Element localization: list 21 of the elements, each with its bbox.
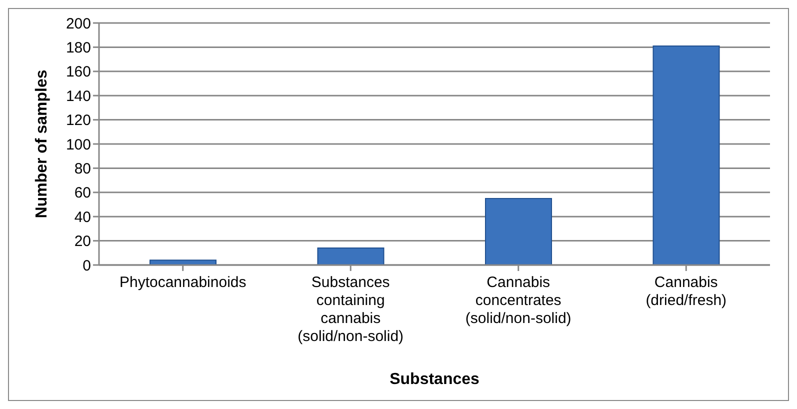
y-tick-label: 80: [74, 160, 91, 178]
y-tick-label: 20: [74, 233, 91, 250]
y-tick-label: 0: [82, 257, 91, 274]
y-tick-label: 60: [74, 184, 91, 202]
y-tick-label: 140: [66, 88, 91, 105]
y-tick-label: 180: [66, 40, 91, 57]
bar: [150, 260, 216, 265]
bar: [652, 45, 720, 265]
y-tick-label: 100: [66, 136, 91, 154]
y-tick-label: 40: [74, 208, 91, 226]
y-tick-label: 200: [66, 15, 91, 32]
y-axis-title: Number of samples: [34, 70, 51, 218]
y-tick-label: 160: [66, 64, 91, 81]
x-tick-label: Substances containing cannabis (solid/non-solid): [298, 274, 404, 345]
bar: [485, 198, 552, 265]
x-axis-title: Substances: [390, 371, 480, 388]
x-tick-label: Cannabis (dried/fresh): [646, 274, 727, 309]
bar: [317, 248, 384, 265]
x-tick-label: Phytocannabinoids: [119, 274, 246, 291]
x-tick-label: Cannabis concentrates (solid/non-solid): [465, 274, 572, 327]
y-tick-label: 120: [66, 112, 91, 130]
